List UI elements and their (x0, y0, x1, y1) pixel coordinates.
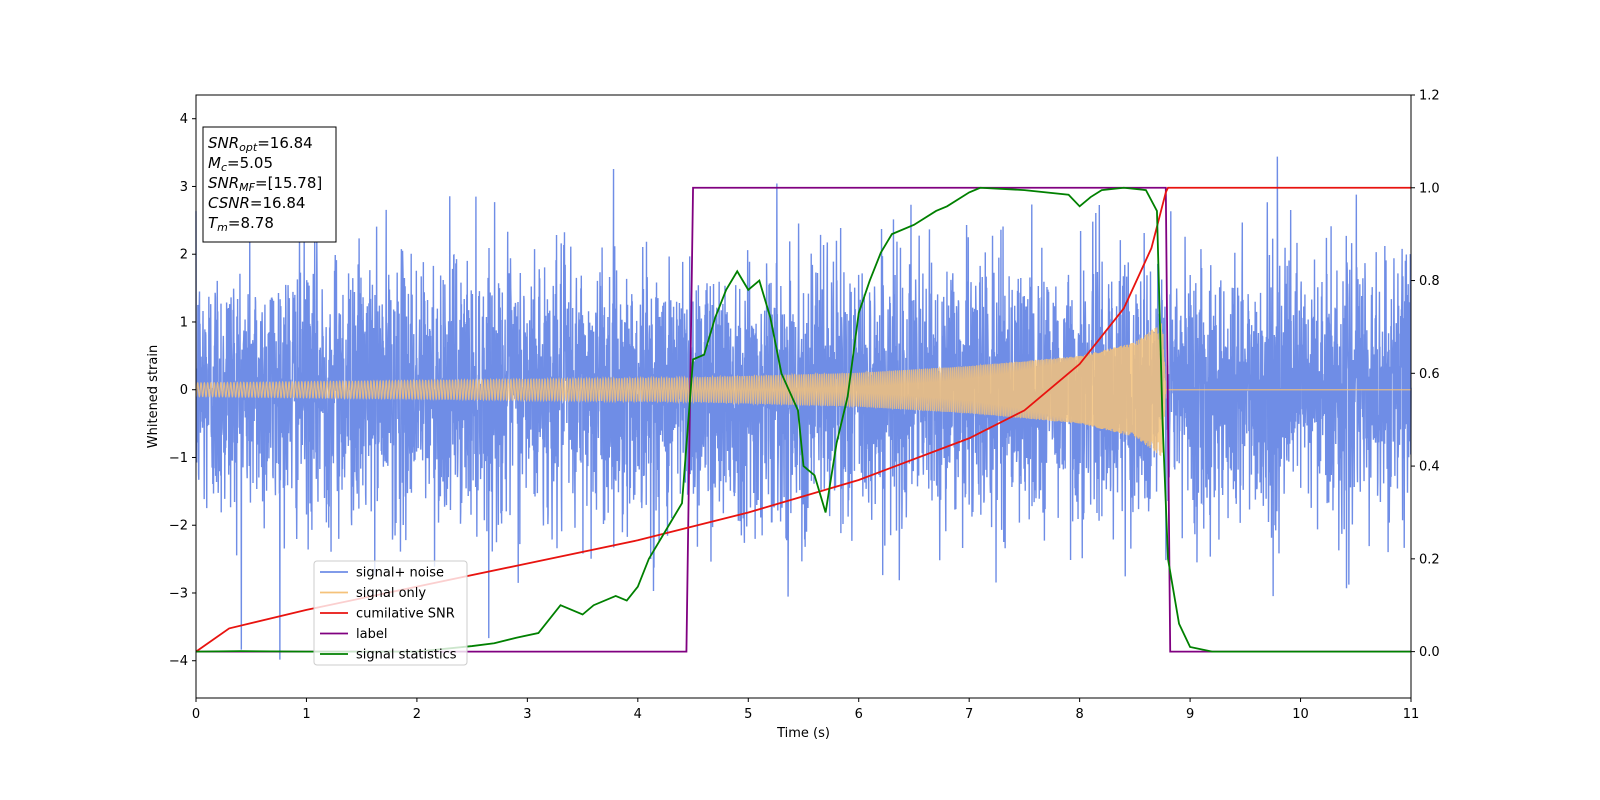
info-subscript: m (217, 221, 228, 234)
info-line: CSNR=16.84 (208, 194, 305, 212)
x-tick-label: 7 (965, 707, 973, 722)
legend-label: signal only (356, 586, 426, 601)
x-tick-label: 0 (192, 707, 200, 722)
y-tick-label: 2 (180, 248, 188, 263)
info-symbol: CSNR (208, 194, 250, 212)
plot-frame (195, 94, 1412, 699)
y-tick-label: 0 (180, 383, 188, 398)
info-value: =[15.78] (255, 174, 322, 192)
info-line: SNRMF=[15.78] (208, 174, 322, 194)
x-tick-label: 6 (855, 707, 863, 722)
y-tick-label: −3 (169, 586, 188, 601)
y-right-tick-label: 0.6 (1419, 367, 1440, 382)
y-right-tick-label: 0.4 (1419, 460, 1440, 475)
y-right-tick-label: 0.0 (1419, 645, 1440, 660)
x-tick-label: 9 (1186, 707, 1194, 722)
info-line: SNRopt=16.84 (208, 134, 313, 154)
y-right-tick-label: 0.8 (1419, 274, 1440, 289)
y-axis-left: 4 3 2 1 0 −1 −2 −3 −4 (169, 112, 196, 669)
info-symbol: SNR (208, 134, 239, 152)
legend: signal+ noise signal only cumilative SNR la… (313, 560, 468, 666)
info-box-frame (202, 126, 337, 243)
y-right-tick-label: 1.2 (1419, 89, 1440, 104)
legend-label: signal+ noise (356, 566, 444, 581)
info-subscript: MF (239, 181, 255, 194)
y-right-tick-label: 1.0 (1419, 181, 1440, 196)
legend-frame (313, 560, 468, 666)
info-subscript: opt (239, 141, 258, 154)
y-tick-label: 1 (180, 315, 188, 330)
x-tick-label: 5 (744, 707, 752, 722)
series-signal-only (195, 323, 1411, 456)
legend-label: cumilative SNR (356, 607, 455, 622)
info-line: Mc=5.05 (208, 154, 273, 174)
x-axis: 0 1 2 3 4 5 6 7 8 9 10 11 (192, 698, 1419, 722)
info-value: =16.84 (250, 194, 306, 212)
info-symbol: T (208, 214, 219, 232)
info-symbol: SNR (208, 174, 239, 192)
info-value: =16.84 (257, 134, 313, 152)
y-tick-label: −4 (169, 654, 188, 669)
y-tick-label: 3 (180, 180, 188, 195)
legend-label: signal statistics (356, 648, 457, 663)
x-tick-label: 8 (1075, 707, 1083, 722)
y-tick-label: −2 (169, 519, 188, 534)
x-tick-label: 3 (523, 707, 531, 722)
series-line-4 (195, 186, 1411, 653)
y-tick-label: −1 (169, 451, 188, 466)
info-box: SNRopt=16.84Mc=5.05SNRMF=[15.78]CSNR=16.… (202, 126, 337, 243)
y-right-tick-label: 0.2 (1419, 552, 1440, 567)
y-axis-label: Whitened strain (146, 345, 161, 448)
info-value: =8.78 (228, 214, 274, 232)
signal-noise-line (195, 156, 1412, 660)
info-value: =5.05 (227, 154, 273, 172)
series-signal-noise (195, 156, 1412, 660)
y-tick-label: 4 (180, 112, 188, 127)
info-line: Tm=8.78 (208, 214, 274, 234)
x-tick-label: 1 (302, 707, 310, 722)
info-subscript: c (221, 161, 227, 174)
x-tick-label: 11 (1403, 707, 1420, 722)
signal-only-line (195, 323, 1411, 456)
x-tick-label: 4 (634, 707, 642, 722)
x-tick-label: 10 (1292, 707, 1309, 722)
legend-label: label (356, 627, 387, 642)
x-tick-label: 2 (413, 707, 421, 722)
x-axis-label: Time (s) (776, 726, 830, 741)
info-symbol: M (208, 154, 221, 172)
y-axis-right: 1.2 1.0 0.8 0.6 0.4 0.2 0.0 (1411, 89, 1440, 660)
